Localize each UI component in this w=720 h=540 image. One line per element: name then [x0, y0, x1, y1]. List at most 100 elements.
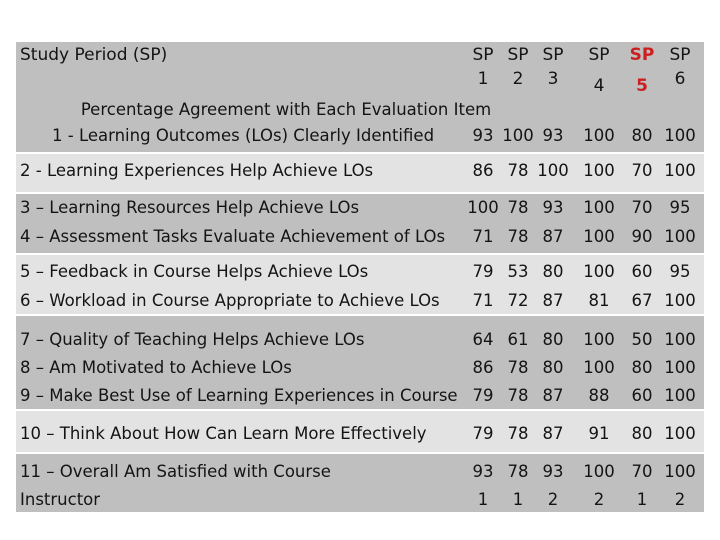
- table-cell: 50: [631, 330, 653, 349]
- table-cell: 88: [588, 386, 610, 405]
- table-cell: 87: [542, 424, 564, 443]
- header-band: [16, 42, 704, 152]
- table-cell: 78: [507, 161, 529, 180]
- table-cell: 93: [472, 462, 494, 481]
- table-cell: 79: [472, 424, 494, 443]
- table-cell: 79: [472, 386, 494, 405]
- table-cell: 100: [664, 161, 696, 180]
- table-cell: 100: [583, 262, 615, 281]
- table-cell: 70: [631, 198, 653, 217]
- column-header-sp3: SP: [542, 45, 564, 65]
- table-cell: 79: [472, 262, 494, 281]
- column-header-sp3: 3: [547, 69, 559, 89]
- row-band-7-9: [16, 316, 704, 409]
- table-cell: 100: [583, 462, 615, 481]
- row-label: 10 – Think About How Can Learn More Effe…: [20, 424, 427, 443]
- column-header-sp1: 1: [477, 69, 489, 89]
- table-cell: 80: [631, 358, 653, 377]
- table-cell: 93: [542, 126, 564, 145]
- row-label: 11 – Overall Am Satisfied with Course: [20, 462, 331, 481]
- table-cell: 100: [502, 126, 534, 145]
- table-cell: 100: [583, 227, 615, 246]
- table-cell: 100: [467, 198, 499, 217]
- table-cell: 95: [669, 262, 691, 281]
- table-cell: 78: [507, 386, 529, 405]
- table-cell: 80: [631, 424, 653, 443]
- table-cell: 93: [472, 126, 494, 145]
- table-cell: 100: [583, 198, 615, 217]
- column-header-sp2: SP: [507, 45, 529, 65]
- table-cell: 67: [631, 291, 653, 310]
- table-cell: 2: [547, 490, 559, 509]
- table-title: Study Period (SP): [20, 45, 168, 65]
- table-cell: 100: [664, 386, 696, 405]
- column-header-sp5: SP: [629, 45, 655, 65]
- row-label: 9 – Make Best Use of Learning Experience…: [20, 386, 458, 405]
- table-cell: 100: [664, 126, 696, 145]
- table-cell: 80: [542, 330, 564, 349]
- row-label: 1 - Learning Outcomes (LOs) Clearly Iden…: [52, 126, 435, 145]
- row-label: Instructor: [20, 490, 101, 509]
- table-cell: 70: [631, 462, 653, 481]
- table-cell: 100: [664, 291, 696, 310]
- table-cell: 64: [472, 330, 494, 349]
- table-cell: 1: [477, 490, 489, 509]
- table-cell: 2: [593, 490, 605, 509]
- column-header-sp1: SP: [472, 45, 494, 65]
- table-cell: 81: [588, 291, 610, 310]
- table-cell: 93: [542, 462, 564, 481]
- table-cell: 100: [664, 424, 696, 443]
- subheader: Percentage Agreement with Each Evaluatio…: [80, 100, 492, 119]
- table-cell: 100: [583, 126, 615, 145]
- table-cell: 80: [631, 126, 653, 145]
- evaluation-table: Study Period (SP) Percentage Agreement w…: [16, 42, 704, 512]
- table-cell: 86: [472, 358, 494, 377]
- table-cell: 78: [507, 198, 529, 217]
- table-cell: 1: [636, 490, 648, 509]
- table-cell: 90: [631, 227, 653, 246]
- row-band-10: [16, 411, 704, 452]
- column-header-sp4: SP: [588, 45, 610, 65]
- table-cell: 100: [583, 358, 615, 377]
- table-cell: 87: [542, 291, 564, 310]
- column-header-sp4: 4: [593, 76, 605, 96]
- table-cell: 100: [664, 330, 696, 349]
- table-cell: 78: [507, 358, 529, 377]
- column-header-sp2: 2: [512, 69, 524, 89]
- table-cell: 1: [512, 490, 524, 509]
- row-label: 5 – Feedback in Course Helps Achieve LOs: [20, 262, 369, 281]
- table-cell: 71: [472, 227, 494, 246]
- table-cell: 61: [507, 330, 529, 349]
- row-label: 8 – Am Motivated to Achieve LOs: [20, 358, 292, 377]
- table-cell: 80: [542, 358, 564, 377]
- row-label: 7 – Quality of Teaching Helps Achieve LO…: [20, 330, 365, 349]
- table-cell: 80: [542, 262, 564, 281]
- table-cell: 100: [537, 161, 569, 180]
- table-cell: 60: [631, 386, 653, 405]
- table-cell: 86: [472, 161, 494, 180]
- table-cell: 71: [472, 291, 494, 310]
- table-cell: 100: [583, 161, 615, 180]
- row-label: 6 – Workload in Course Appropriate to Ac…: [20, 291, 440, 310]
- table-cell: 2: [674, 490, 686, 509]
- table-cell: 91: [588, 424, 610, 443]
- table-cell: 60: [631, 262, 653, 281]
- table-cell: 53: [507, 262, 529, 281]
- column-header-sp6: 6: [674, 69, 686, 89]
- table-cell: 78: [507, 462, 529, 481]
- row-band-5-6: [16, 255, 704, 314]
- column-header-sp5: 5: [636, 76, 648, 96]
- row-label: 4 – Assessment Tasks Evaluate Achievemen…: [20, 227, 446, 246]
- row-band-2: [16, 154, 704, 192]
- table-cell: 72: [507, 291, 529, 310]
- table-cell: 100: [664, 227, 696, 246]
- row-label: 3 – Learning Resources Help Achieve LOs: [20, 198, 360, 217]
- table-cell: 87: [542, 386, 564, 405]
- table-cell: 95: [669, 198, 691, 217]
- table-cell: 100: [664, 358, 696, 377]
- table-cell: 70: [631, 161, 653, 180]
- table-cell: 93: [542, 198, 564, 217]
- table-cell: 78: [507, 424, 529, 443]
- row-label: 2 - Learning Experiences Help Achieve LO…: [20, 161, 374, 180]
- table-cell: 100: [664, 462, 696, 481]
